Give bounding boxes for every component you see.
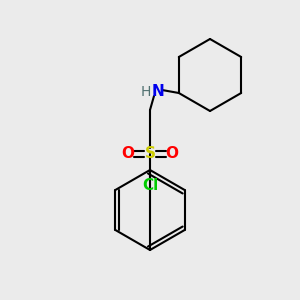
Text: Cl: Cl — [142, 178, 158, 194]
Text: S: S — [145, 146, 155, 161]
Text: O: O — [166, 146, 178, 161]
Text: O: O — [122, 146, 134, 161]
Text: H: H — [141, 85, 151, 99]
Text: N: N — [152, 85, 164, 100]
